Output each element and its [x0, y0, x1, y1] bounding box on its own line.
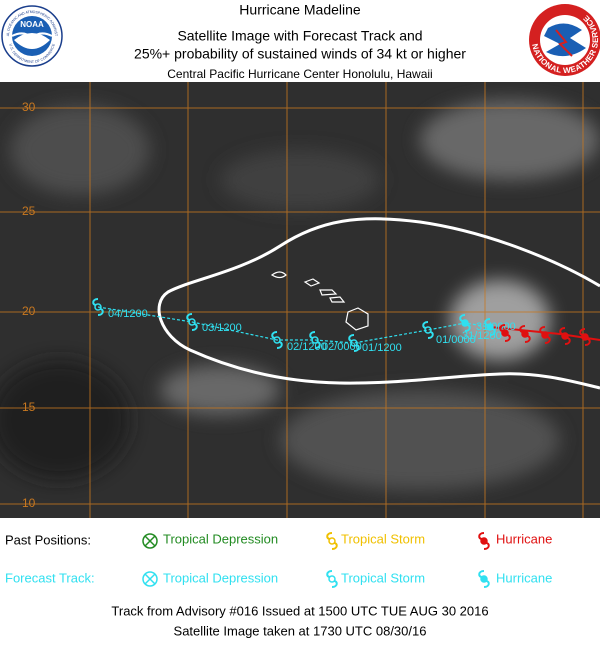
storm-symbol	[309, 331, 321, 349]
storm-symbol	[484, 318, 496, 336]
storm-symbol	[539, 326, 551, 344]
storm-symbol	[348, 334, 360, 352]
storm-symbol	[478, 570, 490, 588]
wind-probability-contour	[157, 217, 600, 390]
legend-title: Past Positions:	[5, 532, 91, 547]
forecast-label: 04/1200	[108, 308, 148, 320]
latitude-label: 30	[22, 100, 36, 114]
storm-symbol	[519, 325, 531, 343]
storm-symbol	[326, 532, 338, 550]
forecast-label: 31/0000	[476, 321, 516, 333]
depression-symbol	[142, 533, 158, 549]
latitude-label: 20	[22, 304, 36, 318]
noaa-logo: NOAA NATIONAL OCEANIC AND ATMOSPHERIC AD…	[0, 0, 63, 67]
latitude-label: 25	[22, 204, 36, 218]
storm-symbol	[459, 314, 471, 332]
nws-logo: NATIONAL WEATHER SERVICE	[529, 4, 600, 76]
depression-symbol	[142, 571, 158, 587]
legend-label: Tropical Storm	[341, 570, 425, 585]
noaa-name: NOAA	[20, 20, 44, 29]
legend-label: Tropical Depression	[163, 531, 278, 546]
storm-symbol	[559, 327, 571, 345]
storm-symbol	[271, 331, 283, 349]
footer-line: Track from Advisory #016 Issued at 1500 …	[111, 603, 488, 618]
storm-symbol	[92, 298, 104, 316]
forecast-label: 03/1200	[202, 322, 242, 334]
forecast-track	[97, 306, 491, 344]
subtitle: 25%+ probability of sustained winds of 3…	[134, 46, 466, 62]
storm-symbol	[478, 532, 490, 550]
forecast-label: 31/1200	[462, 330, 502, 342]
storm-symbol	[326, 570, 338, 588]
forecast-label: 01/0000	[436, 334, 476, 346]
center-name: Central Pacific Hurricane Center Honolul…	[167, 67, 432, 81]
forecast-label: 01/1200	[362, 342, 402, 354]
storm-symbol	[579, 328, 591, 346]
title: Hurricane Madeline	[239, 2, 361, 18]
forecast-label: 02/1200	[287, 341, 327, 353]
footer-line: Satellite Image taken at 1730 UTC 08/30/…	[174, 623, 427, 638]
legend-label: Tropical Depression	[163, 570, 278, 585]
legend-label: Hurricane	[496, 570, 552, 585]
storm-symbol	[186, 313, 198, 331]
latitude-label: 15	[22, 400, 36, 414]
subtitle: Satellite Image with Forecast Track and	[177, 28, 422, 44]
storm-symbol	[422, 321, 434, 339]
legend-label: Tropical Storm	[341, 531, 425, 546]
legend-label: Hurricane	[496, 531, 552, 546]
legend-title: Forecast Track:	[5, 570, 95, 585]
storm-symbol	[499, 324, 511, 342]
latitude-label: 10	[22, 496, 36, 510]
